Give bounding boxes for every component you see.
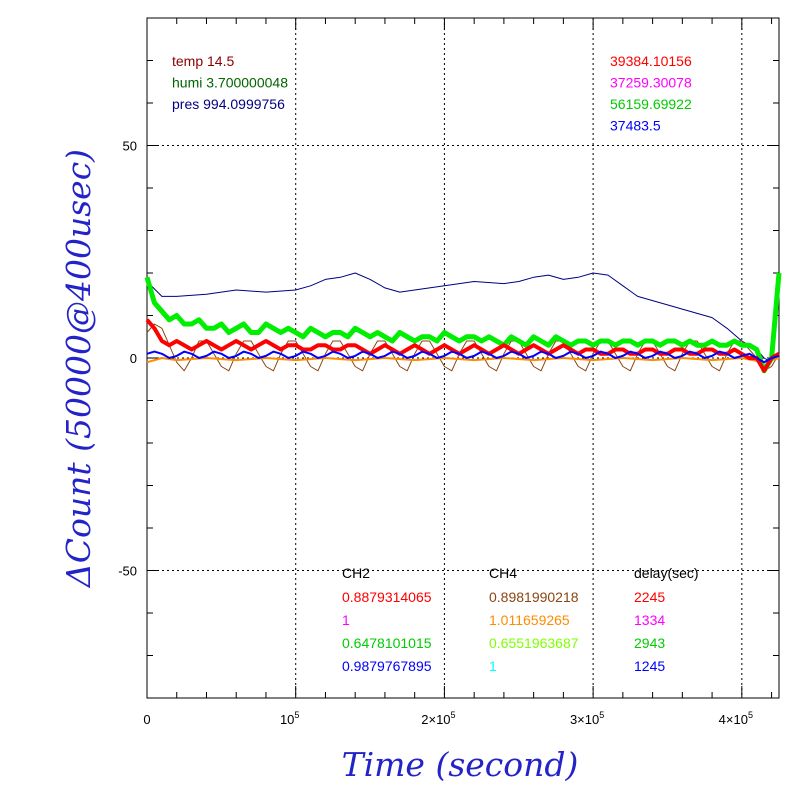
calib-ch2-value: 0.6478101015 [342, 635, 432, 651]
calib-ch4-value: 0.8981990218 [489, 589, 579, 605]
count-labels: 39384.10156 37259.30078 56159.69922 37483.5 [610, 53, 692, 134]
tick-labels: 0 105 2×105 3×105 4×105 50 0 -50 [118, 139, 753, 728]
count-label: 39384.10156 [610, 53, 692, 69]
x-tick-exponent: 5 [748, 710, 753, 720]
calib-header: delay(sec) [634, 565, 699, 581]
x-tick-exponent: 5 [294, 710, 299, 720]
series-line [146, 350, 780, 364]
count-label: 37259.30078 [610, 75, 692, 91]
series-line [144, 272, 782, 374]
y-axis-title: ΔCount (50000@400usec) [59, 149, 98, 589]
env-label: humi 3.700000048 [172, 75, 288, 91]
calib-ch2-value: 0.9879767895 [342, 658, 432, 674]
tick-marks [147, 18, 779, 698]
x-tick-exponent: 5 [451, 710, 456, 720]
x-tick-label: 105 [280, 710, 299, 727]
series-line [146, 323, 780, 372]
calib-delay-value: 2943 [634, 635, 665, 651]
calib-delay-value: 1245 [634, 658, 665, 674]
x-tick-exponent: 5 [599, 710, 604, 720]
calib-header: CH4 [489, 565, 517, 581]
calib-ch2-value: 0.8879314065 [342, 589, 432, 605]
y-tick-label: 0 [130, 351, 137, 366]
series-line [146, 272, 780, 363]
calib-ch4-value: 0.6551963687 [489, 635, 579, 651]
x-tick-label: 4×105 [719, 710, 753, 727]
calib-header: CH2 [342, 565, 370, 581]
count-label: 56159.69922 [610, 96, 692, 112]
calib-ch2-value: 1 [342, 612, 350, 628]
x-tick-label: 3×105 [570, 710, 604, 727]
y-tick-label: -50 [118, 564, 137, 579]
calib-delay-value: 2245 [634, 589, 665, 605]
series-line [145, 318, 780, 373]
env-label: pres 994.0999756 [172, 96, 285, 112]
calib-delay-value: 1334 [634, 612, 665, 628]
x-tick-label: 0 [143, 712, 150, 727]
calibration-table: CH2 CH4 delay(sec) 0.8879314065 0.8981990218… [342, 565, 699, 674]
x-axis-title: Time (second) [342, 745, 579, 784]
y-tick-label: 50 [123, 139, 137, 154]
calib-ch4-value: 1.011659265 [489, 612, 570, 628]
series-group [144, 272, 782, 374]
calib-ch4-value: 1 [489, 658, 497, 674]
x-tick-label: 2×105 [421, 710, 455, 727]
env-label: temp 14.5 [172, 53, 234, 69]
env-labels: temp 14.5 humi 3.700000048 pres 994.099975… [172, 53, 288, 112]
count-label: 37483.5 [610, 118, 661, 134]
series-line [146, 357, 780, 364]
